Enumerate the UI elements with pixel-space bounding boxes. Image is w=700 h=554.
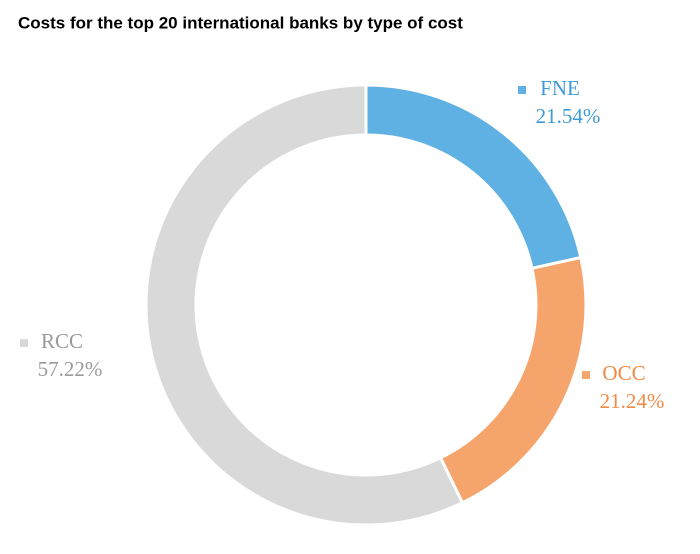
legend-marker (20, 339, 28, 347)
value-label: 57.22% (38, 357, 103, 381)
category-label: OCC (602, 361, 645, 385)
value-label: 21.24% (600, 389, 665, 413)
legend-marker (582, 371, 590, 379)
chart-title: Costs for the top 20 international banks… (18, 13, 463, 32)
donut-slice (144, 83, 465, 527)
category-label: RCC (41, 329, 83, 353)
value-label: 21.54% (536, 104, 601, 128)
legend-marker (518, 86, 526, 94)
category-label: FNE (540, 76, 580, 100)
